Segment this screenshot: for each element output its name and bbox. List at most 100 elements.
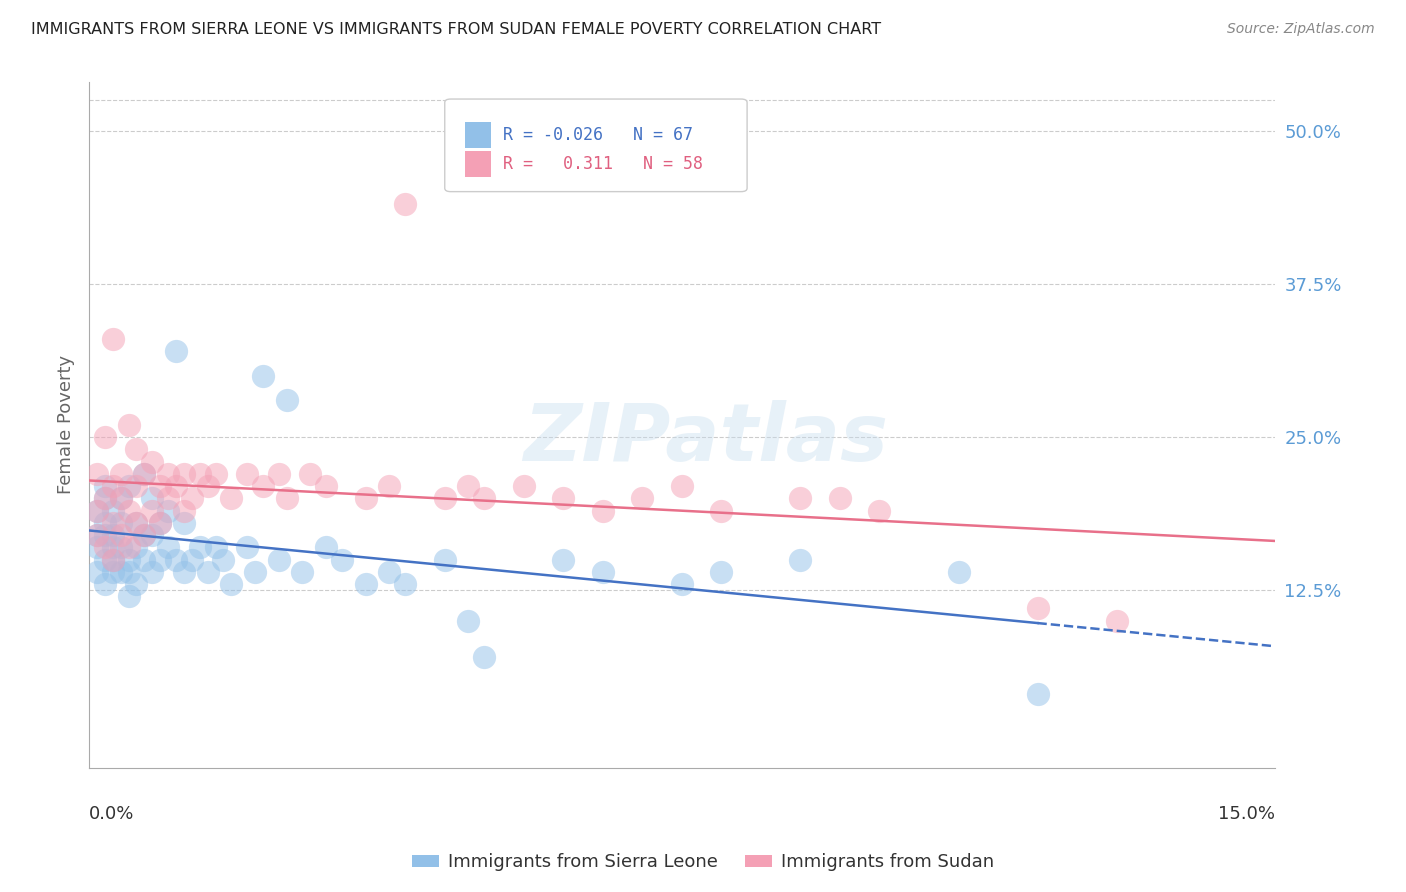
Point — [94, 479, 117, 493]
Point — [197, 565, 219, 579]
Point — [94, 577, 117, 591]
Point — [671, 479, 693, 493]
Point — [457, 479, 479, 493]
Point — [291, 565, 314, 579]
Point — [180, 552, 202, 566]
Point — [117, 552, 139, 566]
Point — [354, 491, 377, 506]
Point — [204, 541, 226, 555]
Text: IMMIGRANTS FROM SIERRA LEONE VS IMMIGRANTS FROM SUDAN FEMALE POVERTY CORRELATION: IMMIGRANTS FROM SIERRA LEONE VS IMMIGRAN… — [31, 22, 882, 37]
Point — [631, 491, 654, 506]
Point — [94, 430, 117, 444]
Point — [94, 541, 117, 555]
Text: 15.0%: 15.0% — [1218, 805, 1275, 823]
Point — [710, 565, 733, 579]
Point — [204, 467, 226, 481]
Point — [789, 552, 811, 566]
Point — [110, 565, 132, 579]
Point — [125, 442, 148, 457]
Point — [243, 565, 266, 579]
Point — [141, 454, 163, 468]
Point — [188, 467, 211, 481]
Point — [110, 541, 132, 555]
Point — [173, 503, 195, 517]
Point — [671, 577, 693, 591]
Point — [134, 528, 156, 542]
Text: ZIPatlas: ZIPatlas — [523, 400, 889, 477]
Point — [457, 614, 479, 628]
FancyBboxPatch shape — [444, 99, 747, 192]
Point — [94, 516, 117, 530]
Point — [134, 528, 156, 542]
Point — [134, 467, 156, 481]
Point — [125, 577, 148, 591]
Point — [1026, 601, 1049, 615]
Point — [869, 503, 891, 517]
Point — [267, 467, 290, 481]
Point — [117, 479, 139, 493]
Point — [592, 565, 614, 579]
Point — [110, 467, 132, 481]
Point — [141, 491, 163, 506]
Point — [86, 528, 108, 542]
Point — [86, 565, 108, 579]
Point — [101, 479, 124, 493]
Point — [149, 516, 172, 530]
Point — [157, 467, 180, 481]
Point — [157, 503, 180, 517]
Legend: Immigrants from Sierra Leone, Immigrants from Sudan: Immigrants from Sierra Leone, Immigrants… — [405, 847, 1001, 879]
Point — [149, 552, 172, 566]
Point — [378, 479, 401, 493]
Point — [173, 565, 195, 579]
Point — [315, 541, 337, 555]
Point — [94, 528, 117, 542]
Point — [710, 503, 733, 517]
Text: Source: ZipAtlas.com: Source: ZipAtlas.com — [1227, 22, 1375, 37]
Point — [221, 491, 243, 506]
Point — [134, 552, 156, 566]
Point — [236, 541, 259, 555]
Point — [513, 479, 536, 493]
Point — [149, 516, 172, 530]
Point — [330, 552, 353, 566]
Point — [197, 479, 219, 493]
Point — [117, 589, 139, 603]
Point — [86, 467, 108, 481]
Point — [276, 491, 298, 506]
Point — [110, 491, 132, 506]
Point — [101, 552, 124, 566]
Point — [101, 528, 124, 542]
Point — [592, 503, 614, 517]
Point — [165, 479, 187, 493]
Point — [86, 528, 108, 542]
Point — [101, 565, 124, 579]
Point — [117, 565, 139, 579]
Point — [948, 565, 970, 579]
Point — [110, 516, 132, 530]
Point — [378, 565, 401, 579]
Bar — [465, 151, 491, 178]
Point — [472, 491, 495, 506]
Point — [433, 491, 456, 506]
Text: R =   0.311   N = 58: R = 0.311 N = 58 — [503, 155, 703, 173]
Point — [101, 552, 124, 566]
Point — [134, 467, 156, 481]
Text: R = -0.026   N = 67: R = -0.026 N = 67 — [503, 126, 693, 144]
Point — [188, 541, 211, 555]
Point — [299, 467, 322, 481]
Point — [394, 197, 416, 211]
Point — [141, 565, 163, 579]
Point — [117, 417, 139, 432]
Point — [180, 491, 202, 506]
Point — [394, 577, 416, 591]
Point — [141, 528, 163, 542]
Point — [315, 479, 337, 493]
Point — [94, 552, 117, 566]
Point — [94, 491, 117, 506]
Point — [212, 552, 235, 566]
Bar — [465, 122, 491, 148]
Point — [173, 467, 195, 481]
Point — [110, 491, 132, 506]
Point — [101, 332, 124, 346]
Point — [125, 516, 148, 530]
